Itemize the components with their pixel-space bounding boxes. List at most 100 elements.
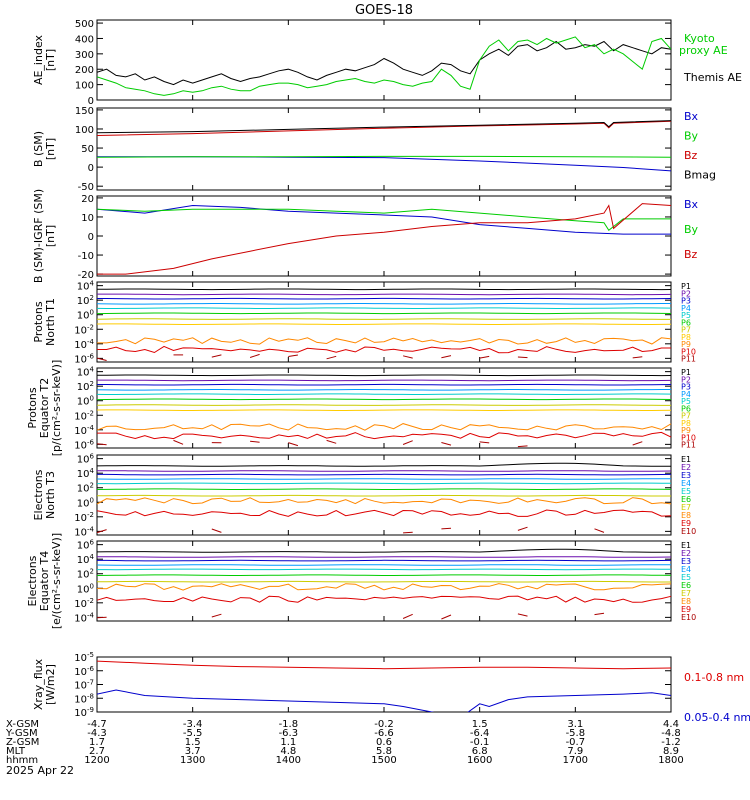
legend-entry: P8 <box>681 333 691 342</box>
y-axis-label: [nT] <box>44 225 57 247</box>
y-tick-label: 104 <box>77 366 95 379</box>
ephemeris-value: -0.2 <box>374 719 394 730</box>
channel-segment <box>403 531 413 534</box>
channel-segment <box>441 614 452 620</box>
y-tick-label: 10-5 <box>74 651 94 664</box>
channel-segment <box>517 356 528 359</box>
ephemeris-value: -1.2 <box>661 737 681 748</box>
y-axis-label: Electrons <box>26 555 39 606</box>
channel-segment <box>402 440 413 445</box>
legend-entry: P4 <box>681 304 691 313</box>
series-line <box>97 156 671 172</box>
legend-entry: P11 <box>681 355 696 364</box>
channel-line <box>96 409 672 411</box>
channel-segment <box>402 613 413 619</box>
legend-entry: E2 <box>681 549 691 558</box>
y-axis-label: Xray_flux <box>32 658 45 710</box>
legend-entry: 0.1-0.8 nm <box>684 671 744 684</box>
y-tick-label: 100 <box>77 582 94 595</box>
y-tick-label: 500 <box>75 19 94 30</box>
legend-entry: P9 <box>681 426 691 435</box>
panel-frame <box>96 107 672 191</box>
ephemeris-value: -4.7 <box>87 719 107 730</box>
y-axis-label: [nT] <box>44 138 57 160</box>
legend-entry: E3 <box>681 471 691 480</box>
legend-entry: Kyoto <box>684 32 715 45</box>
legend-entry: P1 <box>681 282 691 291</box>
channel-line <box>96 488 672 490</box>
channel-segment <box>249 353 260 358</box>
channel-segment <box>402 355 413 359</box>
channel-line <box>97 431 672 440</box>
y-tick-label: 106 <box>77 453 95 466</box>
legend-entry: E3 <box>681 557 691 566</box>
legend-entry: E10 <box>681 613 696 622</box>
y-tick-label: 150 <box>75 106 94 117</box>
legend-entry: proxy AE <box>679 44 728 57</box>
ephemeris-value: -1.8 <box>279 719 299 730</box>
legend-entry: P8 <box>681 419 691 428</box>
channel-segment <box>479 355 490 359</box>
channel-segment <box>632 441 643 446</box>
ephemeris-value: 5.8 <box>376 746 392 757</box>
legend-entry: E9 <box>681 605 691 614</box>
channel-segment <box>288 354 298 357</box>
channel-line <box>96 288 672 291</box>
ephemeris-value: 4.4 <box>663 719 679 730</box>
channel-segment <box>211 613 222 618</box>
y-tick-label: 100 <box>75 125 94 136</box>
channel-segment <box>326 355 337 360</box>
y-tick-label: 10-4 <box>74 611 94 624</box>
channel-line <box>97 379 672 382</box>
legend-entry: E7 <box>681 503 691 512</box>
channel-segment <box>517 445 528 448</box>
legend-entry: P7 <box>681 326 691 335</box>
legend-entry: P2 <box>681 289 691 298</box>
ephemeris-value: -6.3 <box>279 728 299 739</box>
ephemeris-row-label: hhmm <box>6 755 38 766</box>
ephemeris-value: 1700 <box>563 755 588 766</box>
panel-xray: 10-510-610-710-810-9 Xray_flux [W/m2] 0.1-0… <box>32 651 750 724</box>
series-line <box>97 120 671 136</box>
legend-entry: P10 <box>681 347 696 356</box>
ephemeris-row: hhmm 1200 1300 1400 1500 1600 1700 1800 <box>6 755 684 766</box>
y-tick-label: 10-6 <box>74 665 94 678</box>
legend-entry: P6 <box>681 318 691 327</box>
ephemeris-value: 1600 <box>467 755 492 766</box>
legend-entry: E4 <box>681 479 691 488</box>
legend-entry: E6 <box>681 581 691 590</box>
y-axis-label: B (SM) <box>32 131 45 167</box>
legend-entry: P4 <box>681 390 691 399</box>
y-tick-label: 10-6 <box>74 438 94 451</box>
channel-line <box>97 383 672 386</box>
legend-entry: E5 <box>681 487 691 496</box>
series-line <box>97 203 671 275</box>
y-tick-label: 200 <box>75 65 94 76</box>
ephemeris-value: -5.5 <box>183 728 203 739</box>
y-tick-label: 10-8 <box>74 692 94 705</box>
y-tick-label: -20 <box>78 270 94 281</box>
ephemeris-row: Y-GSM -4.3 -5.5 -6.3 -6.6 -6.4 -5.8 -4.8 <box>5 728 681 739</box>
channel-line <box>96 404 671 406</box>
ephemeris-value: -4.3 <box>87 728 107 739</box>
channel-line <box>96 423 672 431</box>
channel-segment <box>632 356 643 359</box>
ephemeris-value: 2.7 <box>89 746 105 757</box>
channel-line <box>97 337 672 345</box>
channel-line <box>96 307 672 309</box>
channel-line <box>97 297 672 300</box>
legend-entry: E5 <box>681 573 691 582</box>
y-axis-label: Electrons <box>32 469 45 520</box>
ephemeris-value: -0.1 <box>470 737 490 748</box>
panel-bsm: -50 0 50 100 150 B (SM) [nT] Bx By Bz Bmag <box>32 106 716 193</box>
y-axis-label: AE_index <box>32 34 45 85</box>
legend-entry: E2 <box>681 463 691 472</box>
y-tick-label: 10-2 <box>74 323 94 336</box>
channel-line <box>97 473 672 476</box>
ephemeris-value: 3.7 <box>185 746 201 757</box>
legend-entry: Bmag <box>684 169 716 182</box>
channel-segment <box>250 440 260 443</box>
legend-entry: E8 <box>681 597 691 606</box>
legend-entry: P2 <box>681 375 691 384</box>
